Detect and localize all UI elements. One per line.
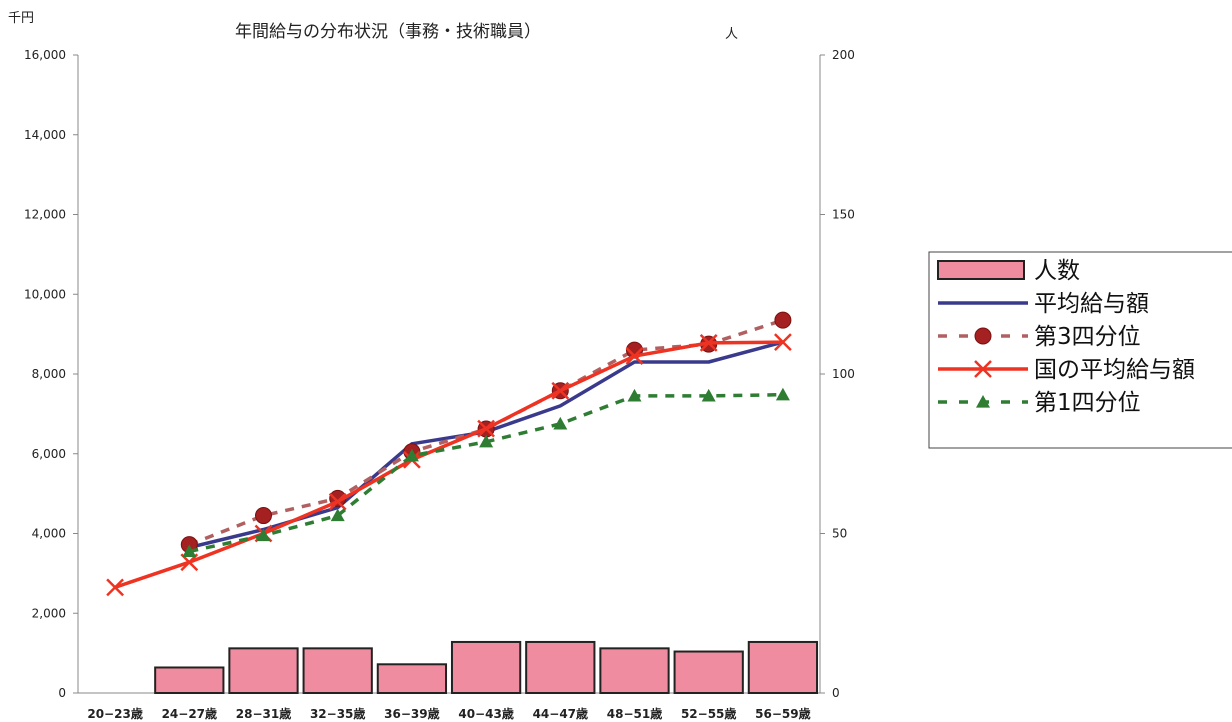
data-point-x	[774, 333, 792, 351]
bar	[302, 647, 373, 695]
y-left-tick-label: 2,000	[32, 606, 66, 620]
x-tick-label: 48−51歳	[607, 706, 662, 721]
y-left-tick-label: 12,000	[24, 208, 66, 222]
x-stroke	[106, 578, 124, 597]
x-tick-labels: 20−23歳 24−27歳 28−31歳 32−35歳 36−39歳 40−43歳 44−4…	[87, 706, 810, 721]
y-left-tick-label: 8,000	[32, 367, 66, 381]
bar	[154, 666, 225, 694]
chart-title: 年間給与の分布状況（事務・技術職員）	[235, 22, 541, 42]
bar	[525, 640, 596, 695]
data-point-circle	[774, 311, 792, 329]
data-point-triangle	[775, 387, 790, 401]
data-point-triangle	[404, 448, 419, 462]
x-tick-label: 24−27歳	[162, 706, 217, 721]
data-point-triangle	[330, 508, 345, 522]
x-stroke	[699, 334, 718, 352]
y-left-tick-label: 10,000	[24, 287, 66, 301]
y-right-tick-label: 200	[832, 48, 855, 62]
data-point-x	[106, 578, 124, 597]
data-point-triangle	[256, 528, 271, 542]
data-point-triangle	[553, 416, 568, 430]
y-right-unit: 人	[725, 27, 738, 42]
y-left-tick-label: 14,000	[24, 128, 66, 142]
y-left-tick-label: 16,000	[24, 48, 66, 62]
bar	[747, 640, 819, 695]
data-point-x	[625, 347, 644, 365]
x-tick-label: 28−31歳	[236, 706, 291, 721]
axes: 0 2,000 4,000 6,000 8,000 10,000 12,000 14,000 1…	[24, 48, 855, 700]
bar	[673, 650, 744, 695]
x-tick-label: 32−35歳	[310, 706, 365, 721]
data-point-triangle	[976, 395, 990, 408]
data-point-circle	[255, 507, 272, 525]
bars	[154, 640, 819, 695]
data-point-x	[699, 334, 718, 352]
bar	[376, 663, 448, 694]
data-point-triangle	[479, 434, 494, 448]
x-stroke	[625, 347, 644, 365]
series-line	[188, 318, 784, 547]
legend-label: 第1四分位	[1034, 390, 1141, 416]
x-stroke	[774, 333, 792, 351]
data-point-triangle	[627, 388, 642, 402]
y-left-tick-label: 0	[58, 686, 66, 700]
y-right-tick-label: 150	[832, 208, 855, 222]
x-stroke	[974, 360, 992, 378]
bar	[228, 647, 299, 695]
legend-box	[928, 251, 1232, 449]
data-point-circle	[974, 327, 992, 345]
x-stroke	[551, 381, 570, 400]
x-tick-label: 36−39歳	[384, 706, 439, 721]
y-left-tick-label: 6,000	[32, 447, 66, 461]
x-tick-label: 20−23歳	[87, 706, 142, 721]
bar	[599, 647, 670, 695]
series-line	[114, 340, 783, 589]
y-left-tick-label: 4,000	[32, 527, 66, 541]
data-point-x	[477, 419, 495, 438]
data-point-x	[974, 360, 992, 378]
legend-label: 第3四分位	[1034, 324, 1141, 350]
y-right-tick-label: 50	[832, 527, 847, 541]
legend-swatch	[937, 260, 1025, 280]
legend-label: 平均給与額	[1034, 291, 1149, 317]
y-right-tick-label: 100	[832, 367, 855, 381]
x-tick-label: 52−55歳	[681, 706, 736, 721]
bar	[450, 640, 522, 695]
x-stroke	[328, 492, 347, 511]
y-left-unit: 千円	[8, 11, 34, 26]
x-tick-label: 44−47歳	[533, 706, 588, 721]
data-point-triangle	[701, 388, 716, 402]
data-point-x	[551, 381, 570, 400]
data-point-triangle	[182, 544, 197, 558]
x-tick-label: 56−59歳	[755, 706, 810, 721]
legend-label: 人数	[1034, 258, 1080, 284]
data-point-x	[328, 492, 347, 511]
legend-label: 国の平均給与額	[1034, 357, 1195, 383]
lines	[106, 311, 792, 597]
y-right-tick-label: 0	[832, 686, 840, 700]
x-tick-label: 40−43歳	[458, 706, 513, 721]
x-stroke	[477, 419, 495, 438]
